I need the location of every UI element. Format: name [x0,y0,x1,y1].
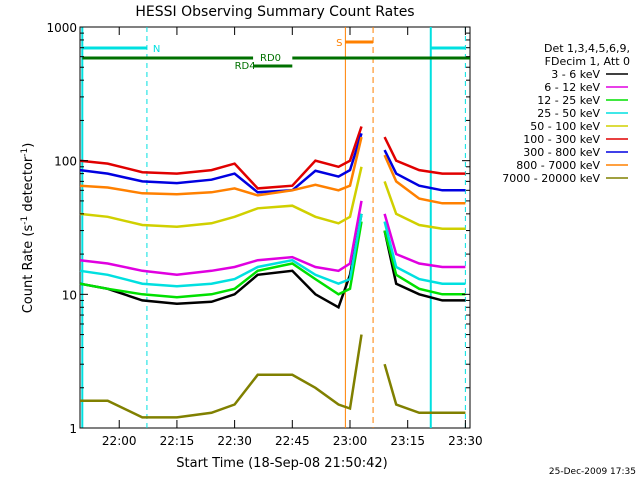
legend-header-line-1: Det 1,3,4,5,6,9, [544,42,630,55]
x-tick-label: 23:30 [448,434,483,448]
y-tick-label: 100 [54,155,77,169]
y-axis-label: Count Rate (s-1 detector-1) [20,143,36,314]
axis-layer: 22:00 22:15 22:30 22:45 23:00 23:15 23:30 1 10 10… [46,21,482,448]
annotation-label: RD0 [260,53,281,64]
series-line [79,213,363,310]
plot-border [79,26,471,429]
y-axis-label-mid: detector [21,156,36,216]
x-tick-label: 23:00 [333,434,368,448]
legend-item-label: 7000 - 20000 keV [502,172,600,185]
series-line [383,136,466,175]
x-tick-label: 23:15 [390,434,425,448]
annotation-label: N [153,44,160,55]
chart-title: HESSI Observing Summary Count Rates [135,4,414,20]
series-line [383,230,466,302]
y-tick-label: 1000 [46,21,77,35]
series-line [79,133,363,194]
plot-frame [79,26,471,429]
annotation-layer: N RD0 RD4 S [81,27,470,428]
legend-header-line-2: FDecim 1, Att 0 [545,55,630,68]
x-tick-label: 22:30 [217,434,252,448]
series-line [79,213,363,288]
legend-item-label: 800 - 7000 keV [516,159,600,172]
series-layer [79,126,466,419]
y-axis-label-sup1: -1 [20,216,30,225]
series-line [79,126,363,190]
x-tick-label: 22:45 [275,434,310,448]
series-line [383,213,466,269]
footer-timestamp: 25-Dec-2009 17:35 [549,467,636,477]
x-tick-label: 22:15 [160,434,195,448]
legend-item-label: 50 - 100 keV [530,120,600,133]
x-tick-label: 22:00 [102,434,137,448]
series-line [383,154,466,205]
legend-item-label: 6 - 12 keV [544,81,600,94]
series-line [383,149,466,192]
annotation-label: RD4 [235,61,256,72]
y-axis-label-end: ) [21,143,36,148]
series-line [79,166,363,229]
series-line [383,363,466,415]
legend-item-label: 300 - 800 keV [523,146,600,159]
series-line [383,230,466,296]
legend-item-label: 100 - 300 keV [523,133,600,146]
series-line [383,180,466,230]
legend-item-label: 3 - 6 keV [551,68,600,81]
legend-item-label: 12 - 25 keV [537,94,600,107]
series-line [79,221,363,299]
series-line [79,136,363,197]
x-axis-label: Start Time (18-Sep-08 21:50:42) [176,456,387,471]
series-line [383,221,466,285]
legend-item-label: 25 - 50 keV [537,107,600,120]
y-tick-label: 1 [69,422,77,436]
y-tick-label: 10 [62,288,77,302]
y-axis-label-sup2: -1 [20,148,30,157]
legend: Det 1,3,4,5,6,9, FDecim 1, Att 0 3 - 6 k… [502,42,630,185]
y-axis-label-main: Count Rate (s [21,225,36,314]
series-line [80,334,363,419]
series-line [79,200,363,277]
annotation-label: S [336,38,342,49]
